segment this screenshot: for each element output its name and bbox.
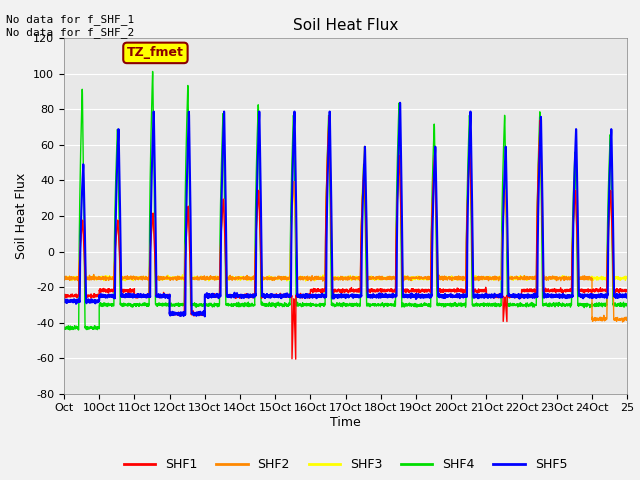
SHF1 — [292, 356, 300, 362]
SHF3 — [302, 278, 310, 284]
SHF1 — [60, 291, 68, 297]
SHF3 — [623, 276, 631, 281]
Y-axis label: Soil Heat Flux: Soil Heat Flux — [15, 173, 28, 259]
SHF5 — [175, 311, 183, 317]
SHF3 — [504, 247, 511, 253]
Title: Soil Heat Flux: Soil Heat Flux — [293, 18, 398, 33]
SHF4 — [468, 257, 476, 263]
Line: SHF2: SHF2 — [64, 117, 627, 322]
SHF3 — [60, 274, 68, 279]
Line: SHF4: SHF4 — [64, 72, 627, 330]
Line: SHF3: SHF3 — [64, 117, 627, 281]
SHF3 — [538, 152, 545, 157]
Legend: SHF1, SHF2, SHF3, SHF4, SHF5: SHF1, SHF2, SHF3, SHF4, SHF5 — [119, 453, 572, 476]
SHF1 — [418, 286, 426, 292]
SHF3 — [326, 114, 333, 120]
SHF2 — [538, 152, 545, 157]
SHF5 — [538, 137, 545, 143]
SHF5 — [618, 292, 625, 298]
SHF2 — [623, 315, 631, 321]
SHF2 — [175, 274, 183, 280]
SHF4 — [538, 203, 545, 208]
SHF2 — [60, 276, 68, 281]
SHF2 — [617, 316, 625, 322]
Line: SHF1: SHF1 — [64, 117, 627, 359]
SHF5 — [418, 293, 426, 299]
SHF1 — [325, 114, 333, 120]
SHF2 — [504, 247, 511, 253]
SHF5 — [396, 100, 404, 106]
SHF1 — [468, 224, 476, 229]
SHF4 — [623, 302, 631, 308]
SHF4 — [504, 300, 511, 306]
SHF5 — [504, 237, 511, 242]
SHF3 — [468, 201, 476, 207]
SHF4 — [60, 325, 68, 331]
X-axis label: Time: Time — [330, 416, 361, 429]
SHF3 — [175, 275, 183, 280]
SHF2 — [325, 114, 333, 120]
Line: SHF5: SHF5 — [64, 103, 627, 316]
SHF4 — [418, 302, 426, 308]
SHF2 — [619, 319, 627, 325]
SHF1 — [618, 288, 625, 294]
Text: TZ_fmet: TZ_fmet — [127, 47, 184, 60]
SHF1 — [175, 311, 183, 317]
SHF2 — [418, 275, 426, 281]
SHF1 — [623, 287, 631, 293]
SHF1 — [538, 173, 545, 179]
SHF4 — [618, 300, 625, 306]
SHF3 — [618, 276, 625, 281]
SHF2 — [468, 201, 476, 207]
SHF4 — [176, 303, 184, 309]
SHF5 — [60, 298, 68, 304]
SHF5 — [623, 294, 631, 300]
SHF1 — [504, 294, 511, 300]
SHF4 — [75, 327, 83, 333]
SHF3 — [418, 276, 426, 282]
Text: No data for f_SHF_1
No data for f_SHF_2: No data for f_SHF_1 No data for f_SHF_2 — [6, 14, 134, 38]
SHF4 — [148, 69, 156, 74]
SHF5 — [201, 313, 209, 319]
SHF5 — [468, 176, 476, 181]
